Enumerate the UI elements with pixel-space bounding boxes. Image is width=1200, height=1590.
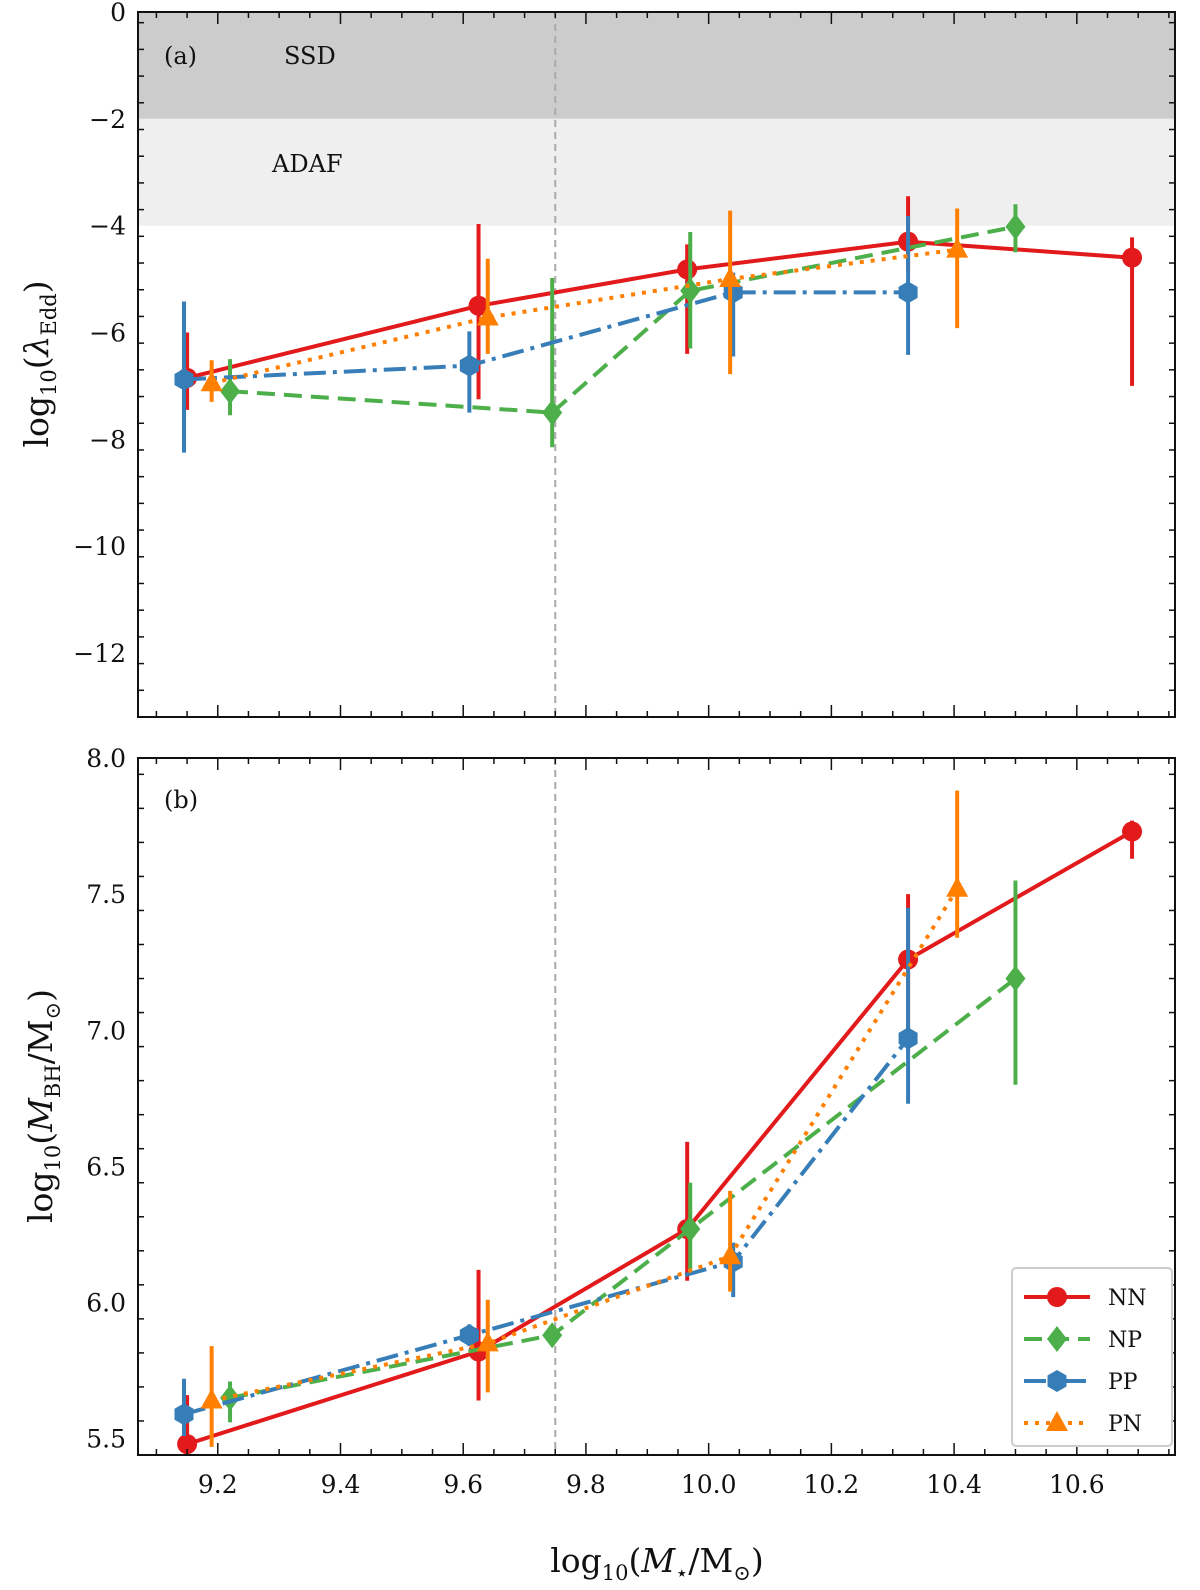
y-tick-label: −12 <box>73 639 126 668</box>
marker-nn <box>1122 247 1143 268</box>
panel-a-label: (a) <box>164 42 197 70</box>
series-line-pp <box>183 1037 910 1417</box>
series-line-np <box>229 976 1017 1400</box>
marker-pn <box>200 371 223 392</box>
marker-np <box>220 378 241 405</box>
marker-np <box>1005 965 1026 992</box>
legend-entry-nn: NN <box>1024 1286 1147 1311</box>
y-tick-label: −6 <box>89 318 126 347</box>
marker-nn <box>177 1434 198 1455</box>
series-pp <box>174 907 918 1436</box>
panel-b-ticks: 9.2 9.4 9.6 9.8 10.0 10.2 10.4 10.6 5.5 6.0 6.5 7.0… <box>86 744 1175 1499</box>
x-tick-label: 9.6 <box>443 1470 483 1499</box>
legend-label: NN <box>1108 1286 1147 1311</box>
panel-a-eddington-ratio: 0 −2 −4 −6 −8 −10 −12 (a) SSD ADAF log10(λEdd) <box>17 0 1176 718</box>
x-tick-label: 9.8 <box>566 1470 606 1499</box>
marker-pn <box>719 267 742 288</box>
series-line-nn <box>186 239 1133 380</box>
legend-entry-pn: PN <box>1024 1411 1142 1437</box>
panel-b-series <box>174 790 1143 1455</box>
adaf-label: ADAF <box>271 150 343 178</box>
series-pn <box>200 790 969 1447</box>
legend-label: PP <box>1108 1370 1138 1395</box>
series-np <box>220 880 1026 1423</box>
panel-a-series <box>174 196 1143 453</box>
marker-nn <box>677 259 698 280</box>
series-line-np <box>229 224 1016 415</box>
marker-pp <box>459 1324 479 1347</box>
series-nn <box>177 820 1143 1455</box>
x-tick-label: 10.0 <box>681 1470 737 1499</box>
panel-b-ylabel: log10(MBH/M⊙) <box>21 989 65 1223</box>
legend: NN NP PP PN <box>1011 1267 1173 1447</box>
x-tick-label: 10.4 <box>926 1470 982 1499</box>
legend-entry-np: NP <box>1024 1326 1142 1353</box>
y-tick-label: 7.5 <box>86 880 126 909</box>
y-tick-label: 6.0 <box>86 1289 126 1318</box>
marker-pn <box>1046 1411 1068 1431</box>
y-tick-label: −8 <box>89 425 126 454</box>
ssd-region <box>138 12 1175 119</box>
marker-pp <box>459 354 479 377</box>
y-tick-label: 8.0 <box>86 744 126 773</box>
marker-np <box>680 1216 701 1243</box>
y-tick-label: 7.0 <box>86 1016 126 1045</box>
series-line-nn <box>186 829 1133 1447</box>
x-tick-label: 9.4 <box>321 1470 361 1499</box>
marker-pn <box>476 305 499 326</box>
marker-pn <box>946 876 969 897</box>
y-tick-label: −10 <box>73 532 126 561</box>
legend-label: PN <box>1108 1412 1142 1437</box>
marker-nn <box>1122 821 1143 842</box>
adaf-region <box>138 118 1175 226</box>
ssd-label: SSD <box>284 42 336 70</box>
panel-b-black-hole-mass: 9.2 9.4 9.6 9.8 10.0 10.2 10.4 10.6 5.5 6.0 6.5 7.0… <box>21 744 1176 1585</box>
x-axis-label: log10(M⋆/M⊙) <box>550 1541 764 1585</box>
marker-pn <box>719 1244 742 1265</box>
x-tick-label: 10.2 <box>804 1470 860 1499</box>
series-np <box>220 204 1026 448</box>
series-line-pn <box>211 247 958 386</box>
x-tick-label: 9.2 <box>198 1470 238 1499</box>
marker-pn <box>946 237 969 258</box>
y-tick-label: 0 <box>110 0 126 27</box>
series-line-pp <box>183 290 909 382</box>
panel-b-frame <box>137 757 1176 1456</box>
marker-pp <box>898 1027 918 1050</box>
panel-a-frame <box>137 11 1176 718</box>
y-tick-label: 5.5 <box>86 1425 126 1454</box>
x-tick-label: 10.6 <box>1049 1470 1105 1499</box>
y-tick-label: −2 <box>89 105 126 134</box>
legend-label: NP <box>1108 1328 1142 1353</box>
y-tick-label: −4 <box>89 212 126 241</box>
marker-nn <box>1047 1287 1067 1307</box>
marker-np <box>542 399 563 426</box>
panel-b-label: (b) <box>164 786 198 814</box>
marker-pp <box>174 1403 194 1426</box>
marker-pn <box>200 1388 223 1409</box>
marker-np <box>1047 1326 1067 1352</box>
marker-np <box>542 1322 563 1349</box>
legend-entry-pp: PP <box>1024 1370 1138 1395</box>
marker-pp <box>1047 1370 1067 1392</box>
series-line-pn <box>211 887 959 1403</box>
panel-a-ylabel: log10(λEdd) <box>17 280 61 447</box>
y-tick-label: 6.5 <box>86 1152 126 1181</box>
legend-box <box>1011 1267 1173 1447</box>
series-pn <box>200 208 969 402</box>
marker-np <box>1005 213 1026 240</box>
marker-pn <box>476 1331 499 1352</box>
marker-nn <box>468 295 489 316</box>
marker-np <box>680 277 701 304</box>
marker-pp <box>898 281 918 304</box>
marker-pp <box>174 368 194 391</box>
